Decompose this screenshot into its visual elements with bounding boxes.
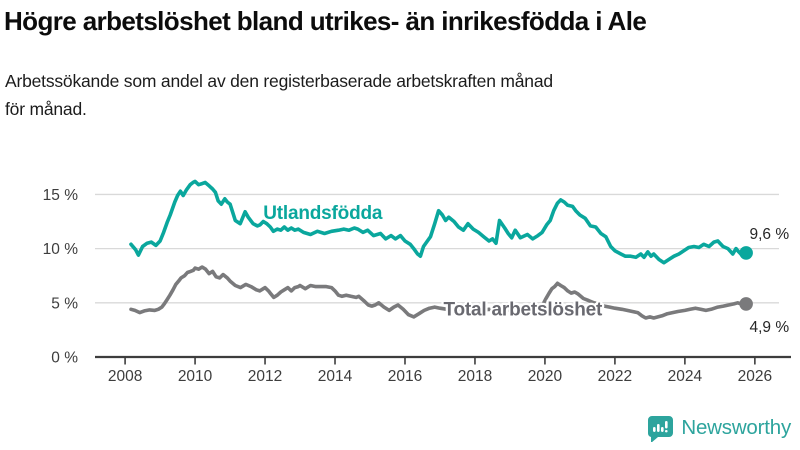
- newsworthy-logo: Newsworthy: [646, 414, 791, 442]
- x-tick-label: 2022: [598, 368, 632, 385]
- x-tick-label: 2016: [388, 368, 422, 385]
- x-tick-label: 2014: [318, 368, 353, 385]
- subtitle-line-1: Arbetssökande som andel av den registerb…: [5, 70, 553, 91]
- series-end-dot: [739, 297, 753, 311]
- series-end-value-label: 9,6 %: [749, 226, 789, 243]
- speech-bubble-shape: [648, 416, 674, 442]
- x-tick-label: 2008: [108, 368, 142, 385]
- y-tick-label: 5 %: [51, 295, 78, 312]
- y-tick-label: 0 %: [51, 350, 78, 367]
- x-tick-label: 2018: [458, 368, 492, 385]
- x-tick-label: 2010: [178, 368, 213, 385]
- series-end-dot: [739, 246, 753, 260]
- chart-title: Högre arbetslöshet bland utrikes- än inr…: [4, 6, 647, 36]
- x-tick-label: 2012: [248, 368, 282, 385]
- newsworthy-logo-icon: [648, 416, 674, 442]
- subtitle-line-2: för månad.: [5, 98, 87, 119]
- chart-subtitle: Arbetssökande som andel av den registerb…: [5, 67, 796, 123]
- brand-name: Newsworthy: [681, 416, 791, 439]
- x-tick-label: 2020: [528, 368, 563, 385]
- x-tick-label: 2026: [738, 368, 772, 385]
- x-tick-label: 2024: [668, 368, 703, 385]
- series-end-value-label: 4,9 %: [749, 319, 789, 336]
- series-line-total: [129, 265, 748, 320]
- y-tick-label: 15 %: [43, 187, 79, 204]
- y-tick-label: 10 %: [43, 241, 79, 258]
- series-line-utlandsfodda: [129, 179, 748, 265]
- series-label: Utlandsfödda: [263, 203, 383, 224]
- series-label: Total arbetslöshet: [443, 300, 603, 321]
- bar-chart-glyph: [653, 421, 668, 433]
